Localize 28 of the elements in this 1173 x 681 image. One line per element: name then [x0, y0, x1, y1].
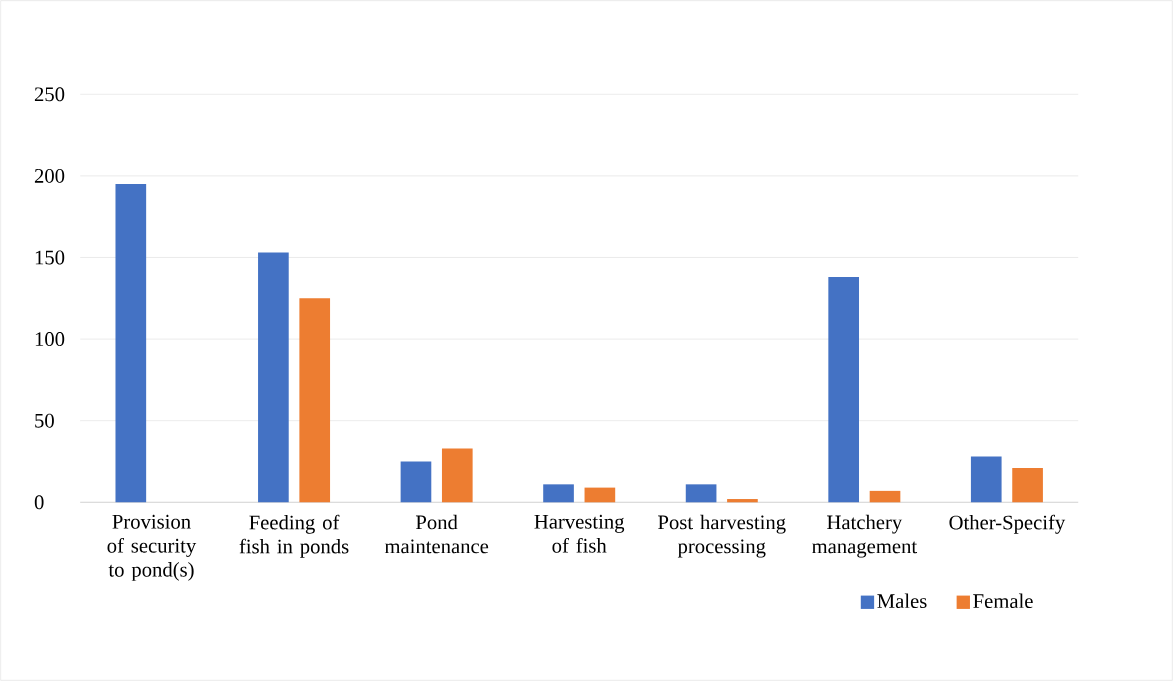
bar: [727, 499, 758, 503]
y-tick-label: 100: [35, 332, 65, 347]
y-tick-label: 200: [34, 168, 65, 183]
bar: [441, 448, 473, 503]
x-tick-label: Provision of security to pond(s): [107, 514, 197, 581]
bar: [685, 484, 717, 503]
y-tick-label: 50: [35, 413, 54, 428]
x-tick-label: Feeding of fish in ponds: [239, 514, 349, 558]
bar: [400, 461, 432, 503]
legend-label: Female: [973, 593, 1033, 609]
y-tick-label: 150: [35, 250, 65, 265]
bar: [869, 490, 901, 503]
y-tick-label: 250: [34, 87, 65, 102]
x-tick-label: Other-Specify: [949, 514, 1066, 534]
legend-label: Males: [877, 593, 927, 609]
x-tick-label: Harvesting of fish: [534, 514, 625, 553]
bar: [543, 484, 574, 503]
bar: [115, 184, 147, 503]
bar: [828, 277, 860, 503]
bar: [970, 456, 1002, 503]
bar: [299, 298, 331, 503]
x-tick-label: Post harvesting processing: [658, 514, 786, 558]
x-tick-label: Pond maintenance: [384, 514, 489, 554]
bar: [258, 252, 289, 503]
bar: [1012, 468, 1043, 503]
x-tick-label: Hatchery management: [811, 514, 918, 558]
bar: [584, 487, 616, 503]
y-tick-label: 0: [34, 495, 44, 510]
